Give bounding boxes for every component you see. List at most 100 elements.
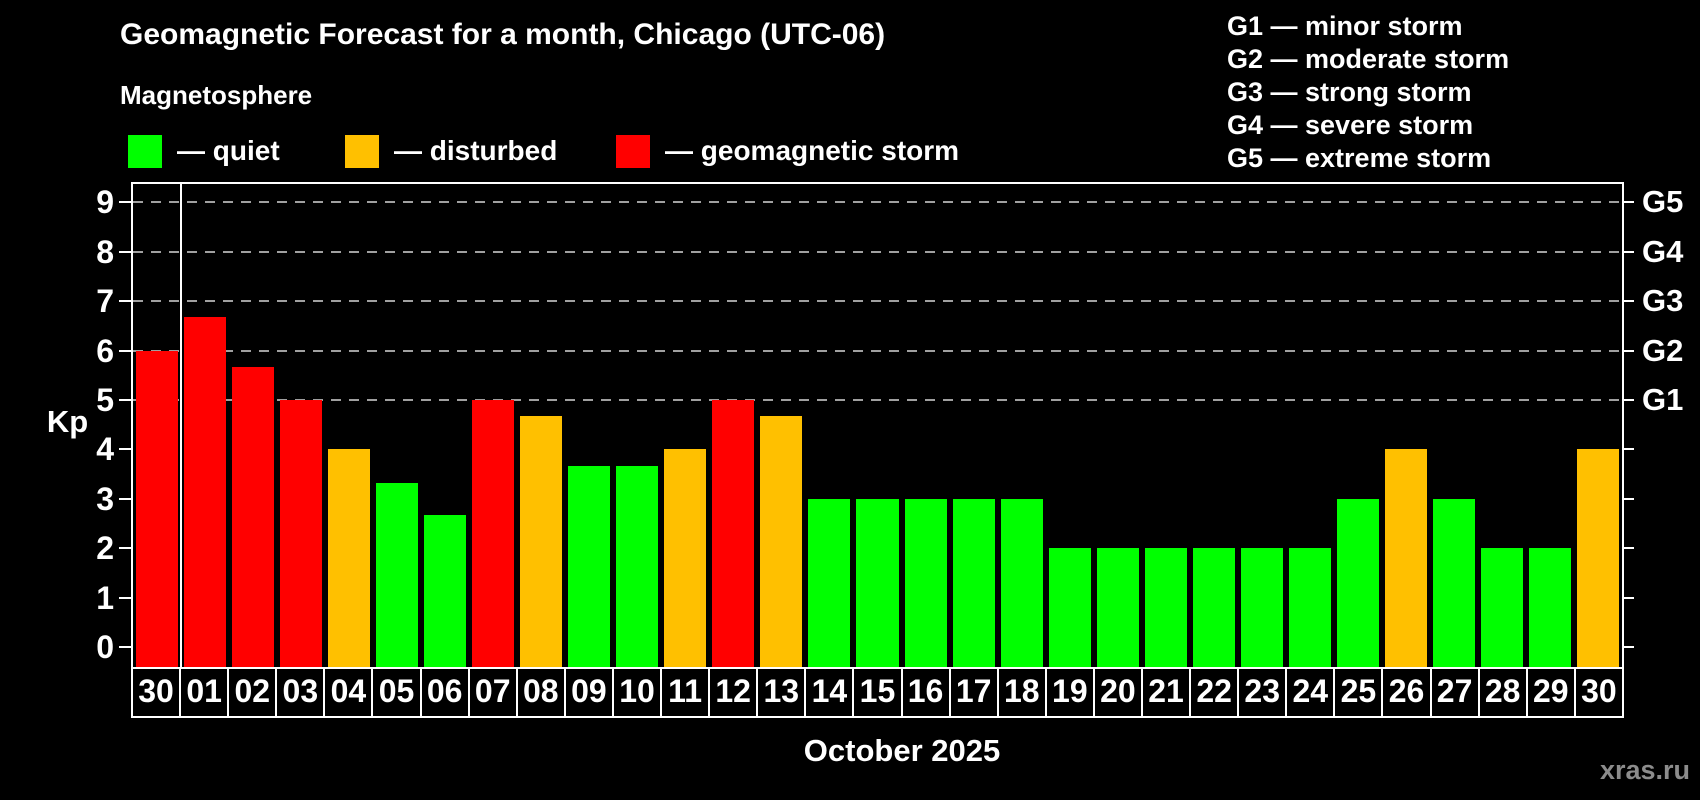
day-label-22: 22 [1191,669,1240,716]
legend-label-quiet: — quiet [177,135,280,166]
day-label-08: 08 [518,669,566,716]
g1-legend-line: G1 — minor storm [1227,11,1463,41]
bar-day-04-disturbed [328,449,371,667]
day-label-23: 23 [1239,669,1288,716]
y-axis-label-3: 3 [96,480,114,517]
left-axis-tick-1 [119,596,131,599]
gridline-g3 [133,300,1622,303]
day-label-18: 18 [999,669,1047,716]
day-label-25: 25 [1335,669,1384,716]
bar-day-17-quiet [952,498,995,667]
y-axis-label-9: 9 [96,184,114,221]
day-label-15: 15 [854,669,903,716]
bar-day-30-disturbed [1576,449,1619,667]
right-axis-tick-4 [1622,448,1634,451]
day-label-12: 12 [710,669,759,716]
left-axis-tick-6 [119,349,131,352]
y-axis-label-0: 0 [96,629,114,666]
g4-legend-line: G4 — severe storm [1227,110,1474,140]
day-label-13: 13 [758,669,807,716]
bar-day-12-storm [712,400,755,667]
legend-item-quiet: — quiet [128,134,280,168]
y-axis-title: Kp [46,404,89,439]
gridline-g5 [133,201,1622,204]
bar-day-09-quiet [568,465,611,667]
bar-day-08-disturbed [520,416,563,667]
magnetosphere-subtitle: Magnetosphere [120,80,313,110]
bar-day-05-quiet [376,482,419,667]
day-label-27: 27 [1432,669,1480,716]
x-axis-day-labels: 30 01 02 03 04 05 06 07 08 09 10 11 12 13 14 15 16 17 18 19… [131,667,1624,718]
day-label-02: 02 [229,669,278,716]
day-label-10: 10 [614,669,663,716]
left-axis-tick-9 [119,201,131,204]
bar-day-16-quiet [904,498,947,667]
left-axis-tick-5 [119,399,131,401]
right-axis-tick-3 [1622,497,1634,500]
day-label-03: 03 [277,669,326,716]
right-axis-tick-0 [1622,646,1634,649]
y-axis-label-7: 7 [96,283,114,320]
day-label-20: 20 [1095,669,1143,716]
left-axis-tick-4 [119,448,131,451]
bar-day-27-quiet [1432,498,1475,667]
y-axis-label-1: 1 [96,579,114,616]
day-label-05: 05 [373,669,422,716]
bar-day-21-quiet [1144,548,1187,667]
month-separator-line [180,184,183,667]
bar-day-30-storm [136,350,179,667]
y-axis-label-2: 2 [96,530,114,567]
left-axis-tick-3 [119,497,131,500]
day-label-19: 19 [1047,669,1095,716]
right-axis-tick-7 [1622,300,1634,303]
bar-day-29-quiet [1528,548,1571,667]
bar-day-18-quiet [1000,498,1043,667]
left-axis-tick-8 [119,250,131,253]
gridline-g4 [133,250,1622,253]
bar-day-20-quiet [1096,548,1139,667]
right-axis-label-g3: G3 [1642,283,1684,319]
g-scale-legend: G1 — minor storm G2 — moderate storm G3 … [1227,10,1509,175]
bar-day-07-storm [472,400,515,667]
y-axis-label-4: 4 [96,431,114,468]
legend-label-storm: — geomagnetic storm [665,135,960,166]
page-title: Geomagnetic Forecast for a month, Chicag… [120,18,886,51]
gridline-g2 [133,349,1622,352]
right-axis-tick-8 [1622,250,1634,253]
left-axis-tick-7 [119,300,131,303]
bar-day-11-disturbed [664,449,707,667]
gridline-g1 [133,399,1622,401]
day-label-06: 06 [422,669,470,716]
day-label-30: 30 [1581,673,1617,709]
legend-label-disturbed: — disturbed [394,135,558,166]
bar-day-28-quiet [1480,548,1523,667]
day-label-07: 07 [470,669,518,716]
y-axis-label-5: 5 [96,382,114,418]
g5-legend-line: G5 — extreme storm [1227,143,1492,173]
watermark: xras.ru [1599,755,1690,785]
day-label-29: 29 [1528,669,1576,716]
bar-day-25-quiet [1336,498,1379,667]
day-label-11: 11 [662,669,711,716]
plot-inner-area [133,184,1622,667]
bar-day-26-disturbed [1384,449,1427,667]
day-label-01: 01 [181,669,230,716]
disturbed-color-swatch [345,134,379,168]
day-label-09: 09 [566,669,614,716]
day-label-26: 26 [1383,669,1432,716]
bar-day-02-storm [232,366,275,667]
bar-day-15-quiet [856,498,899,667]
right-axis-tick-6 [1622,349,1634,352]
x-axis-month-label: October 2025 [803,733,1001,768]
bar-day-23-quiet [1240,548,1283,667]
left-axis-tick-2 [119,547,131,550]
day-label-21: 21 [1143,669,1192,716]
bar-day-14-quiet [808,498,851,667]
right-axis-label-g2: G2 [1642,332,1684,368]
bar-day-03-storm [280,400,323,667]
day-label-17: 17 [951,669,999,716]
right-axis-label-g1: G1 [1642,382,1684,417]
bar-day-22-quiet [1192,548,1235,667]
right-axis-tick-9 [1622,201,1634,204]
g3-legend-line: G3 — strong storm [1227,77,1472,107]
